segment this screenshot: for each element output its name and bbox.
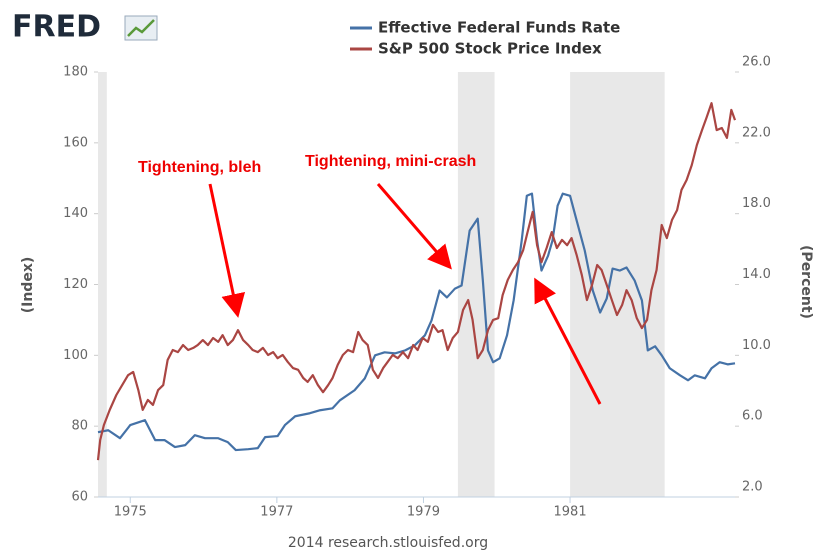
y2-axis-title: (Percent) [798, 245, 814, 319]
y-tick-label: 140 [63, 206, 88, 221]
x-tick-label: 1977 [260, 505, 293, 520]
series-line [96, 102, 737, 461]
y-tick-label: 60 [71, 490, 88, 505]
y2-tick-label: 6.0 [742, 409, 763, 424]
legend-label: S&P 500 Stock Price Index [378, 40, 602, 58]
y-tick-label: 80 [71, 419, 88, 434]
y2-tick-label: 14.0 [742, 267, 771, 282]
recession-band [98, 72, 107, 497]
recession-band [457, 72, 495, 497]
y-tick-label: 180 [63, 65, 88, 80]
x-tick-label: 1979 [407, 505, 440, 520]
annotation-arrow [376, 183, 452, 270]
x-tick-label: 1975 [114, 505, 147, 520]
series-line [97, 192, 736, 452]
y-tick-label: 100 [63, 348, 88, 363]
y2-tick-label: 22.0 [742, 125, 771, 140]
y2-tick-label: 10.0 [742, 338, 771, 353]
logo-icon [124, 15, 158, 41]
legend-label: Effective Federal Funds Rate [378, 19, 620, 37]
source: 2014 research.stlouisfed.org [288, 535, 488, 551]
x-tick-label: 1981 [554, 505, 587, 520]
y-axis-title: (Index) [20, 257, 36, 314]
y-tick-label: 120 [63, 277, 88, 292]
y2-tick-label: 2.0 [742, 480, 763, 495]
plot-background [94, 71, 739, 503]
y2-tick-label: 26.0 [742, 55, 771, 70]
annotation-arrow [208, 183, 246, 318]
y2-tick-label: 18.0 [742, 196, 771, 211]
annotation: Tightening, bleh [138, 159, 261, 176]
annotation: Tightening, mini-crash [305, 153, 476, 170]
y-tick-label: 160 [63, 135, 88, 150]
series-layer [96, 102, 737, 461]
logo: FRED [12, 10, 101, 45]
annotation-arrow [534, 277, 602, 405]
recession-band [570, 72, 665, 497]
